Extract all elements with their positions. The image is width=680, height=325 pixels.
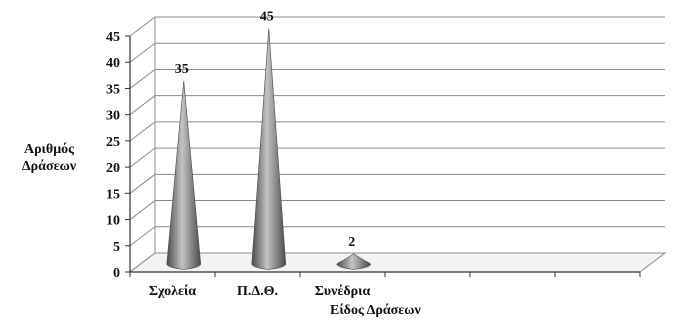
y-tick-label: 20	[106, 161, 120, 176]
y-tick-label: 15	[106, 187, 120, 202]
y-tick-label: 35	[106, 82, 120, 97]
y-tick-label: 25	[106, 135, 120, 150]
bar-cone	[166, 80, 202, 270]
gridline-side	[129, 252, 156, 273]
bar-cone	[336, 253, 372, 270]
y-tick-label: 5	[113, 240, 120, 255]
gridline-side	[129, 69, 156, 89]
chart-floor	[128, 252, 667, 273]
y-axis-label: Αριθμός Δράσεων	[21, 142, 77, 174]
gridline-side	[129, 95, 156, 116]
x-axis-label: Είδος Δράσεων	[330, 303, 421, 318]
x-tick-label: Συνέδρια	[315, 284, 371, 299]
gridline-side	[129, 16, 156, 37]
data-label: 45	[260, 9, 274, 24]
y-tick-label: 45	[106, 30, 120, 45]
y-tick-label: 0	[113, 266, 120, 281]
gridline-side	[129, 121, 156, 142]
gridline-side	[129, 42, 156, 63]
gridline-side	[129, 200, 156, 220]
y-tick-label: 40	[106, 56, 120, 71]
x-tick-label: Σχολεία	[149, 284, 196, 299]
data-label: 35	[175, 62, 189, 77]
gridline-side	[129, 147, 156, 168]
bar-cone	[251, 28, 287, 270]
y-tick-label: 30	[106, 109, 120, 124]
y-tick-label: 10	[106, 214, 120, 229]
gridline-side	[129, 226, 156, 247]
gridline-side	[129, 173, 156, 194]
data-label: 2	[348, 235, 355, 250]
x-tick-label: Π.Δ.Θ.	[237, 284, 278, 299]
